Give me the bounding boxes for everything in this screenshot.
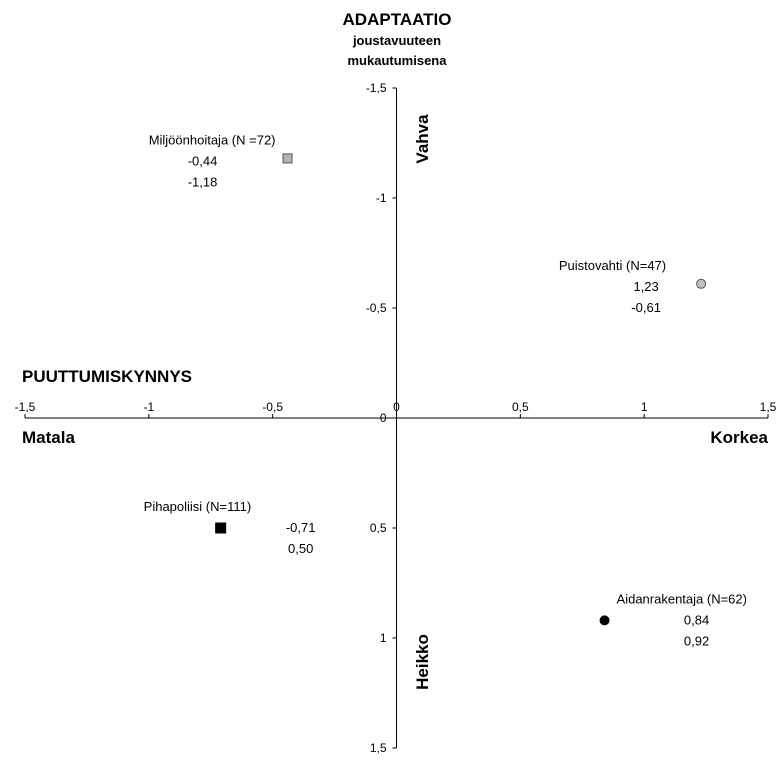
x-tick-label: 0 <box>393 400 400 414</box>
point-name-label: Puistovahti (N=47) <box>559 258 666 273</box>
point-marker-circle <box>599 615 610 626</box>
chart-title: ADAPTAATIO <box>343 10 452 29</box>
point-marker-square <box>215 522 227 534</box>
x-tick-label: 1,5 <box>760 400 777 414</box>
x-tick-label: 1 <box>641 400 648 414</box>
point-y-value-label: 0,92 <box>684 633 709 648</box>
x-tick-label: -1 <box>143 400 154 414</box>
point-y-value-label: -0,61 <box>631 300 661 315</box>
point-x-value-label: 1,23 <box>633 279 658 294</box>
x-tick-label: -1,5 <box>15 400 36 414</box>
y-tick-label: -0,5 <box>366 301 387 315</box>
point-marker-circle <box>696 278 707 289</box>
point-x-value-label: 0,84 <box>684 612 709 627</box>
x-axis-label: PUUTTUMISKYNNYS <box>22 367 192 386</box>
x-high-label: Korkea <box>710 428 768 447</box>
points-layer: Miljöönhoitaja (N =72) -0,44 -1,18 Puistova… <box>144 132 747 648</box>
point-name-label: Miljöönhoitaja (N =72) <box>149 132 276 147</box>
data-point: Miljöönhoitaja (N =72) -0,44 -1,18 <box>149 132 293 189</box>
y-top-label: Vahva <box>413 114 432 164</box>
data-point: Aidanrakentaja (N=62) 0,84 0,92 <box>599 591 747 648</box>
data-point: Pihapoliisi (N=111) -0,71 0,50 <box>144 499 316 556</box>
y-tick-label: 1,5 <box>370 741 387 755</box>
chart-subtitle-line-2: mukautumisena <box>348 53 448 68</box>
y-tick-label: -1,5 <box>366 81 387 95</box>
y-tick-label: -1 <box>376 191 387 205</box>
x-tick-label: -0,5 <box>262 400 283 414</box>
y-bottom-label: Heikko <box>413 634 432 690</box>
point-name-label: Aidanrakentaja (N=62) <box>617 591 747 606</box>
point-name-label: Pihapoliisi (N=111) <box>144 499 252 514</box>
point-marker-square <box>282 153 293 164</box>
y-tick-label: 1 <box>380 631 387 645</box>
y-tick-label: 0 <box>380 411 387 425</box>
data-point: Puistovahti (N=47) 1,23 -0,61 <box>559 258 707 315</box>
chart-subtitle-line-1: joustavuuteen <box>352 33 441 48</box>
point-x-value-label: -0,44 <box>188 153 218 168</box>
x-tick-label: 0,5 <box>512 400 529 414</box>
tick-layer: -1,5 -1 -0,5 0 0,5 1 1,5 -1,5 -1 -0,5 0 0,5 1 1,5 <box>15 81 777 755</box>
point-y-value-label: -1,18 <box>188 174 218 189</box>
y-tick-label: 0,5 <box>370 521 387 535</box>
point-x-value-label: -0,71 <box>286 520 316 535</box>
x-low-label: Matala <box>22 428 75 447</box>
point-y-value-label: 0,50 <box>288 541 313 556</box>
